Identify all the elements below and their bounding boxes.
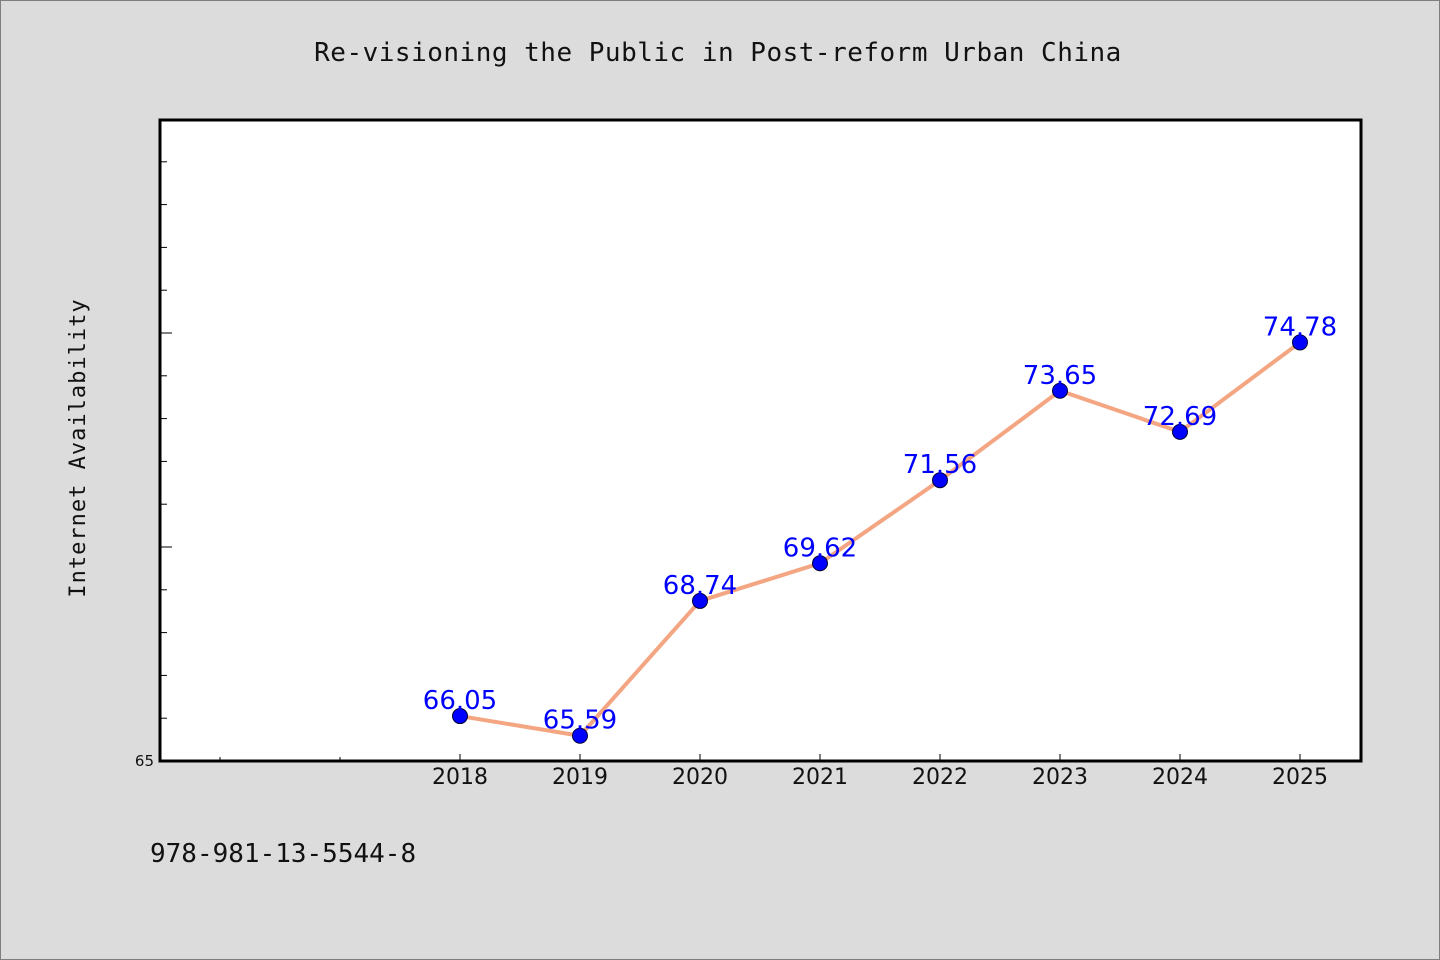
data-label: 72.69 [1143, 402, 1217, 432]
x-tick-label: 2019 [552, 765, 608, 790]
data-point [692, 592, 708, 609]
footer-code: 978-981-13-5544-8 [150, 839, 416, 869]
data-label: 66.05 [423, 686, 497, 716]
x-tick-label: 2018 [432, 765, 488, 790]
data-point [1052, 382, 1068, 399]
data-label: 74.78 [1263, 312, 1337, 342]
data-point [572, 727, 588, 744]
data-point [1172, 423, 1188, 440]
x-tick-label: 2024 [1152, 765, 1208, 790]
data-label: 69.62 [783, 533, 857, 563]
x-axis-ticks: 2018 2019 2020 2021 2022 2023 2024 2025 [219, 754, 1328, 790]
x-tick-label: 2020 [672, 765, 728, 790]
y-tick-label: 65 [135, 752, 154, 770]
data-point [932, 472, 948, 489]
x-tick-label: 2022 [912, 765, 968, 790]
data-point [812, 555, 828, 572]
chart-title: Re-visioning the Public in Post-reform U… [314, 38, 1122, 68]
x-tick-label: 2025 [1272, 765, 1328, 790]
series-lines [458, 340, 1302, 738]
series-line [458, 340, 1302, 738]
data-point [452, 708, 468, 725]
plot-area [158, 118, 1363, 763]
data-labels: 66.05 65.59 68.74 69.62 71.56 73.65 72.69 74.78 [423, 312, 1337, 735]
data-point [1292, 334, 1308, 351]
y-axis-label: Internet Availability [66, 298, 91, 597]
data-label: 73.65 [1023, 361, 1097, 391]
data-label: 71.56 [903, 450, 977, 480]
x-tick-label: 2021 [792, 765, 848, 790]
data-label: 68.74 [663, 571, 737, 601]
y-axis-ticks: 65 [135, 161, 172, 770]
data-label: 65.59 [543, 706, 617, 736]
x-tick-label: 2023 [1032, 765, 1088, 790]
data-markers [452, 334, 1308, 744]
